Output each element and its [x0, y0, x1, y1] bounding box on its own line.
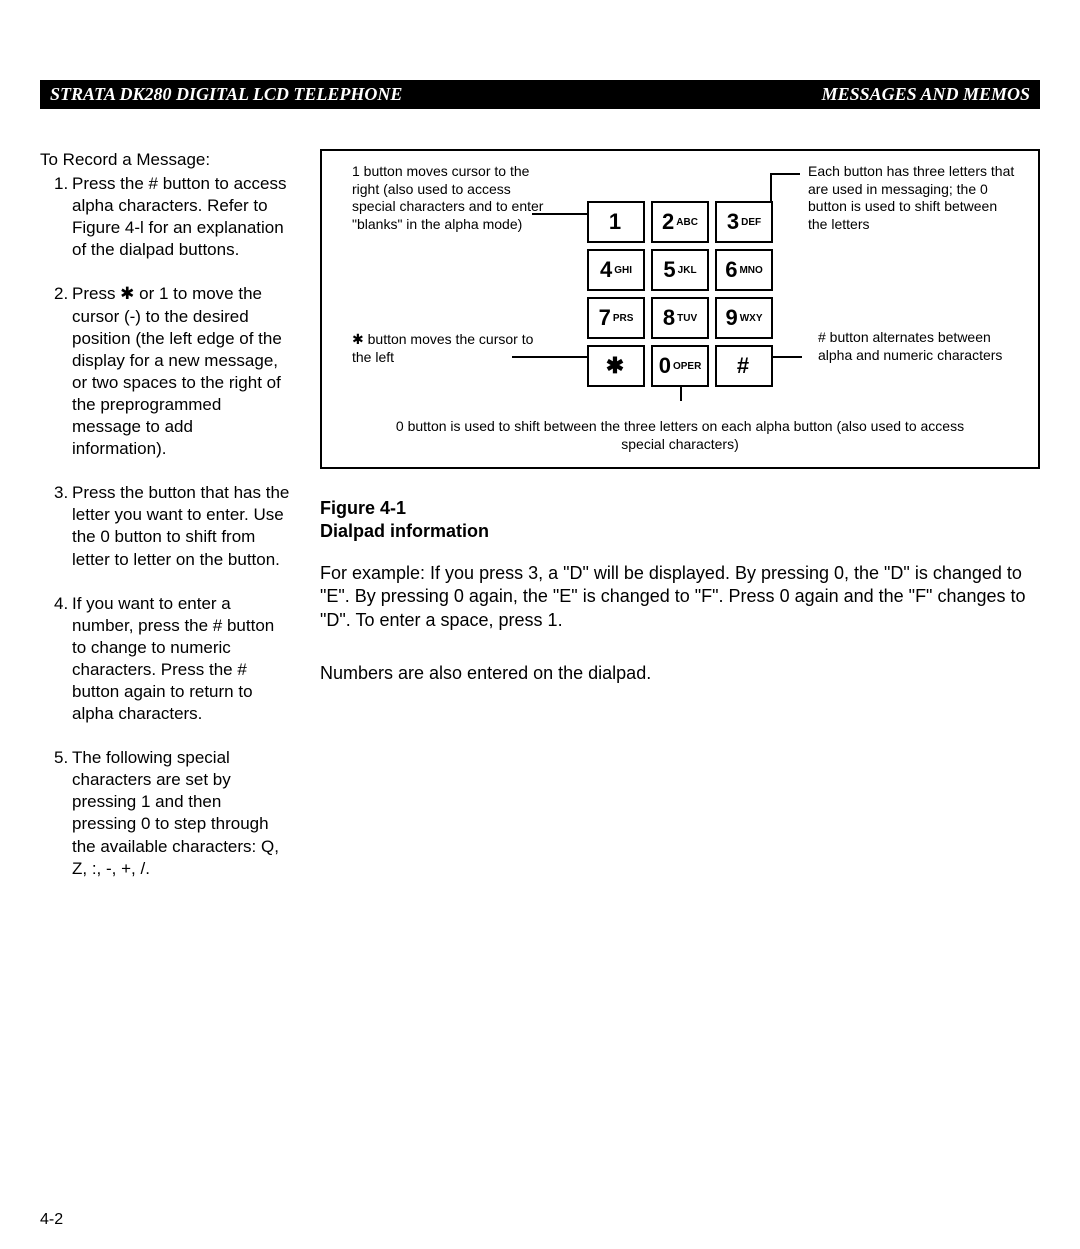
body-paragraph-1: For example: If you press 3, a "D" will …	[320, 562, 1040, 632]
content: To Record a Message: 1.Press the # butto…	[40, 149, 1040, 902]
step-4: 4.If you want to enter a number, press t…	[54, 593, 290, 726]
step-text: The following special characters are set…	[72, 748, 279, 877]
leader-line	[532, 213, 587, 215]
step-5: 5.The following special characters are s…	[54, 747, 290, 880]
left-column: To Record a Message: 1.Press the # butto…	[40, 149, 290, 902]
key-5: 5JKL	[651, 249, 709, 291]
step-3: 3.Press the button that has the letter y…	[54, 482, 290, 570]
step-2: 2.Press ✱ or 1 to move the cursor (-) to…	[54, 283, 290, 460]
annotation-top-right: Each button has three letters that are u…	[808, 163, 1018, 233]
leader-line	[512, 356, 592, 358]
key-7: 7PRS	[587, 297, 645, 339]
step-text: Press ✱ or 1 to move the cursor (-) to t…	[72, 284, 282, 458]
header-right: MESSAGES AND MEMOS	[822, 84, 1030, 105]
step-text: If you want to enter a number, press the…	[72, 594, 274, 723]
key-8: 8TUV	[651, 297, 709, 339]
right-column: 1 button moves cursor to the right (also…	[320, 149, 1040, 902]
key-3: 3DEF	[715, 201, 773, 243]
dialpad-diagram: 1 button moves cursor to the right (also…	[320, 149, 1040, 469]
leader-line	[772, 356, 802, 358]
page-number: 4-2	[40, 1211, 63, 1229]
body-paragraph-2: Numbers are also entered on the dialpad.	[320, 662, 1040, 685]
keypad: 1 2ABC 3DEF 4GHI 5JKL 6MNO 7PRS 8TUV 9WX…	[587, 201, 773, 387]
header-bar: STRATA DK280 DIGITAL LCD TELEPHONE MESSA…	[40, 80, 1040, 109]
steps-list: 1.Press the # button to access alpha cha…	[40, 173, 290, 880]
annotation-top-left: 1 button moves cursor to the right (also…	[352, 163, 552, 233]
key-0: 0OPER	[651, 345, 709, 387]
annotation-bottom-right: # button alternates between alpha and nu…	[818, 329, 1018, 364]
leader-line	[770, 173, 800, 175]
key-hash: #	[715, 345, 773, 387]
key-1: 1	[587, 201, 645, 243]
figure-label: Figure 4-1	[320, 498, 406, 518]
step-text: Press the button that has the letter you…	[72, 483, 289, 568]
step-text: Press the # button to access alpha chara…	[72, 174, 287, 259]
key-9: 9WXY	[715, 297, 773, 339]
figure-title: Dialpad information	[320, 521, 489, 541]
key-star: ✱	[587, 345, 645, 387]
annotation-bottom-left: ✱ button moves the cursor to the left	[352, 331, 552, 366]
section-heading: To Record a Message:	[40, 149, 290, 171]
key-4: 4GHI	[587, 249, 645, 291]
key-6: 6MNO	[715, 249, 773, 291]
annotation-bottom: 0 button is used to shift between the th…	[322, 418, 1038, 453]
header-left: STRATA DK280 DIGITAL LCD TELEPHONE	[50, 84, 402, 105]
figure-caption: Figure 4-1 Dialpad information	[320, 497, 1040, 544]
key-2: 2ABC	[651, 201, 709, 243]
step-1: 1.Press the # button to access alpha cha…	[54, 173, 290, 261]
